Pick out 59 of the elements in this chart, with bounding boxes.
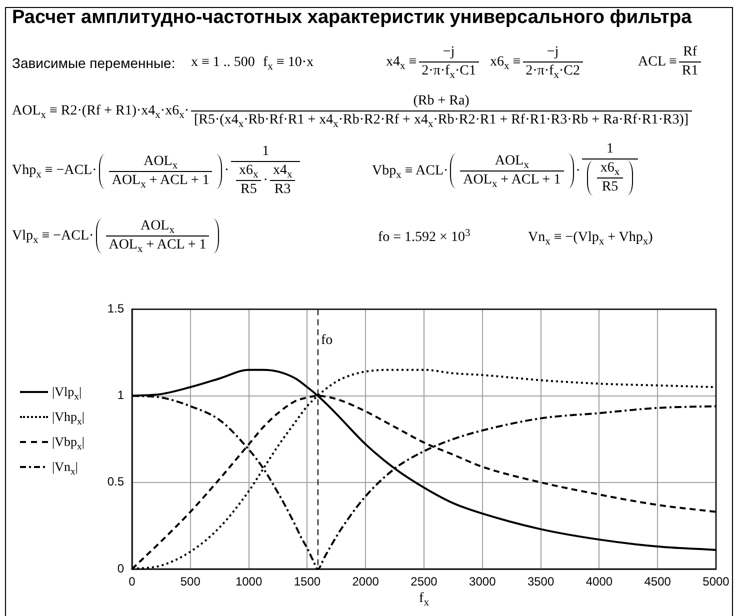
text: 1 [606,142,614,156]
text: R1 [682,64,698,78]
y-tick-label: 0 [117,561,124,576]
text: 2·π·f$_{x}$·C1 [422,64,476,82]
x-tick-label: 1500 [294,574,321,589]
text: R5 [240,182,257,197]
legend-label: |Vbp$_{x}$| [51,434,84,452]
text: −j [546,44,559,60]
x-tick-label: 3500 [527,574,554,589]
legend-label: |Vn$_{x}$| [51,459,78,478]
legend-label: |Vhp$_{x}$| [51,409,84,428]
text: AOL$_{x}$ [494,154,529,172]
y-tick-label: 1.5 [107,302,124,316]
text: Vhp$_{x}$ ≡ −ACL· [12,163,97,181]
text: x4$_{x}$ [272,163,292,181]
text: AOL$_{x}$ ≡ R2·(Rf + R1)·x4$_{x}$·x6$_{x}$· [12,103,189,121]
text: [R5·(x4$_{x}$·Rb·Rf·R1 + x4$_{x}$·Rb·R2·Rf + x4$_{x}$·Rb·R2·R1 + Rf·R1·R3·Rb + Ra·Rf·R1·R3)] [194,112,689,130]
text: fo = 1.592 × 10$^{3}$ [378,228,470,245]
text: (Rb + Ra) [413,94,470,108]
text: · [576,163,580,179]
text: AOL$_{x}$ + ACL + 1 [112,172,210,190]
text: AOL$_{x}$ + ACL + 1 [108,238,206,256]
text: Зависимые переменные: [12,55,176,71]
text: ACL ≡ [638,54,677,70]
text: 2·π·f$_{x}$·C2 [526,64,580,82]
text: AOL$_{x}$ [144,154,178,172]
text: Rf [683,44,698,60]
text: AOL$_{x}$ [140,218,174,236]
text: x ≡ 1 .. 500 [191,55,255,70]
text: −j [442,44,455,60]
text: 1 [262,144,270,159]
x-tick-label: 0 [128,574,136,589]
x-tick-label: 4500 [644,574,672,589]
text: f$_{x}$ ≡ 10·x [263,55,314,73]
x-tick-label: 1000 [235,574,262,589]
text: x6$_{x}$ [600,160,620,178]
text: R3 [274,182,291,197]
text: x6$_{x}$ ≡ [490,54,521,72]
chart-title: Расчет амплитудно-частотных характеристик универсального фильтра [12,7,692,29]
x-tick-label: 3000 [469,574,496,589]
text: · [263,172,268,188]
ref-line-label: fo [320,332,333,348]
text: R5 [602,180,618,194]
text: Vbp$_{x}$ ≡ ACL· [372,163,448,181]
x-axis-title: f$_{x}$ [419,591,429,609]
y-tick-label: 1 [117,388,124,402]
text: · [224,163,230,179]
x-tick-label: 5000 [702,574,730,589]
x-tick-label: 2000 [352,574,380,589]
text: x6$_{x}$ [239,163,258,181]
text: Vlp$_{x}$ ≡ −ACL· [12,228,94,246]
y-tick-label: 0.5 [107,474,124,489]
text: x4$_{x}$ ≡ [386,54,417,72]
x-tick-label: 2500 [410,574,438,589]
text: Vn$_{x}$ ≡ −(Vlp$_{x}$ + Vhp$_{x}$) [528,230,653,248]
x-tick-label: 4000 [586,574,613,589]
legend-label: |Vlp$_{x}$| [51,384,82,402]
x-tick-label: 500 [180,574,201,589]
text: AOL$_{x}$ + ACL + 1 [463,172,561,190]
